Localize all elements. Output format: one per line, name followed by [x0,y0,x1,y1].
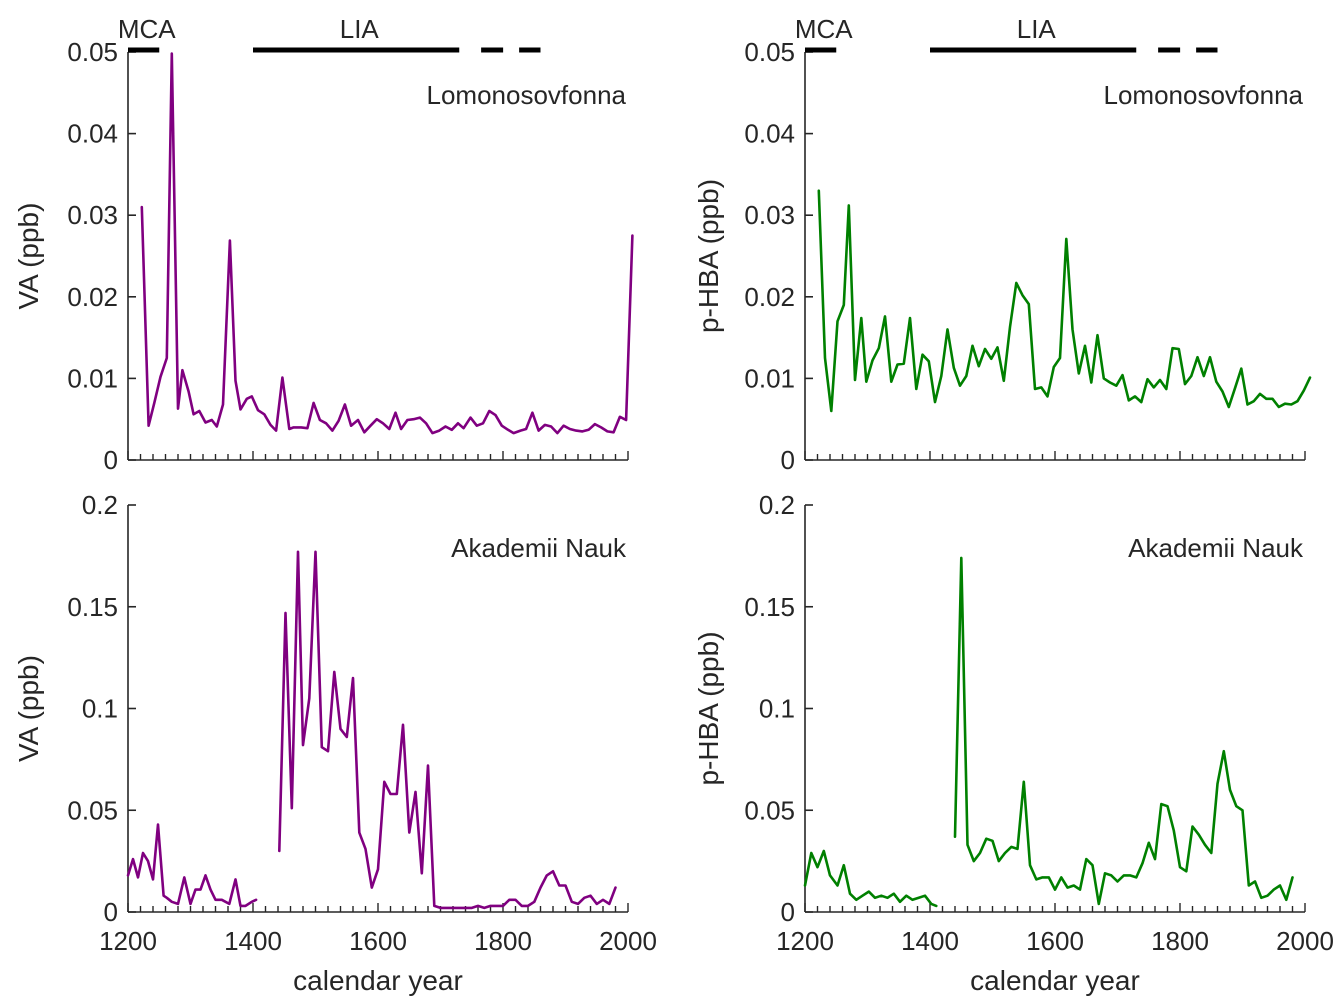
panel-bottom-right: 0 0.05 0.1 0.15 0.2 1200 1400 1600 1800 2000 p-HBA… [693,490,1334,996]
y-tick-label: 0 [781,897,795,927]
y-tick-label: 0.01 [744,363,795,393]
period-label-mca: MCA [118,14,176,44]
y-tick-label: 0.05 [744,795,795,825]
y-axis-label: VA (ppb) [13,203,44,310]
series-line-0 [803,849,938,908]
period-label-mca: MCA [795,14,853,44]
x-tick-label: 1600 [349,926,407,956]
y-tick-label: 0 [104,445,118,475]
x-tick-label: 2000 [1276,926,1334,956]
x-tick-label: 1800 [474,926,532,956]
panel-title: Akademii Nauk [1128,533,1304,563]
x-axis-label: calendar year [970,965,1140,996]
y-axis-label: p-HBA (ppb) [693,179,724,333]
panel-bottom-left: 0 0.05 0.1 0.15 0.2 1200 1400 1600 1800 2000 VA (p… [13,490,657,996]
y-tick-label: 0.05 [67,795,118,825]
y-axis-label: VA (ppb) [13,655,44,762]
y-tick-label: 0.15 [67,592,118,622]
series-line-0 [817,189,1312,413]
y-tick-label: 0.04 [744,119,795,149]
panel-top-left: 0 0.01 0.02 0.03 0.04 0.05 VA (ppb) Lomonosovfo… [13,14,634,475]
panel-title: Lomonosovfonna [427,80,627,110]
x-tick-label: 1200 [99,926,157,956]
x-axis-label: calendar year [293,965,463,996]
y-tick-label: 0.1 [759,694,795,724]
x-tick-label: 1400 [901,926,959,956]
series-line-0 [140,52,634,435]
series-line-0 [126,823,258,908]
y-tick-label: 0.03 [744,200,795,230]
panel-title: Lomonosovfonna [1104,80,1304,110]
y-tick-label: 0.02 [67,282,118,312]
panel-top-right: 0 0.01 0.02 0.03 0.04 0.05 p-HBA (ppb) Lomonoso… [693,14,1312,475]
y-tick-label: 0.1 [82,694,118,724]
y-tick-label: 0 [781,445,795,475]
x-tick-label: 2000 [599,926,657,956]
y-tick-label: 0.01 [67,363,118,393]
x-tick-label: 1600 [1026,926,1084,956]
series-line-1 [277,550,617,910]
y-tick-label: 0.2 [759,490,795,520]
period-label-lia: LIA [1017,14,1057,44]
x-tick-label: 1400 [224,926,282,956]
y-axis-label: p-HBA (ppb) [693,631,724,785]
y-tick-label: 0 [104,897,118,927]
x-tick-label: 1800 [1151,926,1209,956]
panel-title: Akademii Nauk [451,533,627,563]
y-tick-label: 0.04 [67,119,118,149]
x-tick-label: 1200 [776,926,834,956]
series-line-1 [953,556,1294,906]
y-tick-label: 0.2 [82,490,118,520]
period-label-lia: LIA [340,14,380,44]
y-tick-label: 0.05 [744,37,795,67]
y-tick-label: 0.03 [67,200,118,230]
y-tick-label: 0.05 [67,37,118,67]
y-tick-label: 0.15 [744,592,795,622]
y-tick-label: 0.02 [744,282,795,312]
